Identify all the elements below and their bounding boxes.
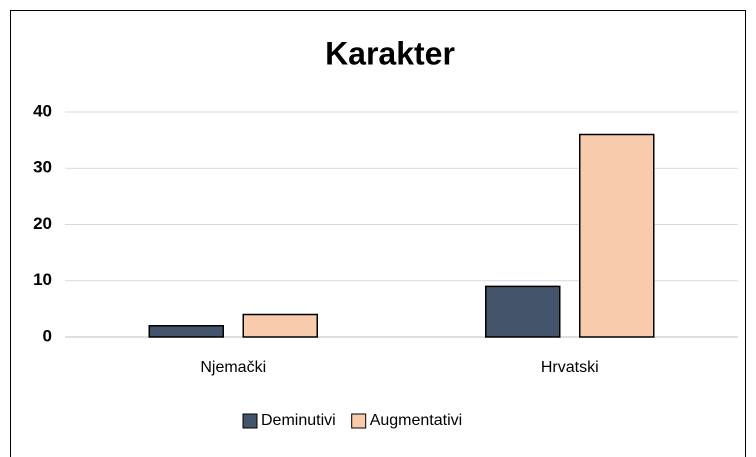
bar: [242, 313, 318, 338]
y-tick-label: 40: [33, 101, 52, 120]
y-tick-label: 0: [43, 326, 52, 345]
legend-label: Augmentativi: [370, 412, 463, 429]
legend-label: Deminutivi: [261, 412, 336, 429]
y-tick-label: 20: [33, 214, 52, 233]
legend-swatch: [242, 413, 258, 429]
legend-swatch: [351, 413, 367, 429]
x-tick-label: Hrvatski: [541, 359, 599, 376]
bar: [148, 325, 224, 338]
y-tick-label: 30: [33, 158, 52, 177]
y-tick-label: 10: [33, 270, 52, 289]
bar: [579, 133, 655, 338]
bar: [485, 285, 561, 338]
chart-title: Karakter: [325, 35, 455, 71]
x-tick-label: Njemački: [200, 359, 266, 376]
